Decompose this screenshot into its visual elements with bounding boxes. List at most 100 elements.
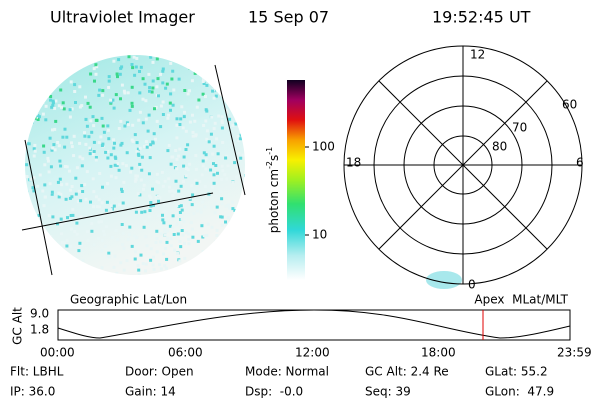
speckle bbox=[213, 211, 217, 215]
date: 15 Sep 07 bbox=[248, 8, 329, 27]
speckle bbox=[162, 252, 165, 256]
speckle bbox=[151, 86, 155, 90]
speckle bbox=[157, 94, 160, 98]
speckle bbox=[149, 55, 153, 59]
speckle bbox=[47, 64, 50, 68]
speckle bbox=[226, 76, 230, 80]
speckle bbox=[235, 76, 239, 80]
speckle bbox=[163, 230, 167, 234]
speckle bbox=[93, 271, 97, 275]
speckle bbox=[161, 218, 165, 222]
speckle bbox=[79, 215, 83, 219]
speckle bbox=[38, 252, 42, 256]
time: 19:52:45 UT bbox=[432, 8, 531, 27]
speckle bbox=[175, 136, 179, 140]
speckle bbox=[125, 151, 129, 155]
speckle bbox=[233, 265, 237, 269]
speckle bbox=[92, 243, 96, 247]
speckle bbox=[121, 201, 125, 205]
speckle bbox=[127, 232, 131, 236]
speckle bbox=[138, 162, 142, 166]
speckle bbox=[119, 143, 123, 147]
speckle bbox=[213, 121, 217, 125]
speckle bbox=[98, 88, 102, 92]
speckle bbox=[214, 240, 218, 244]
speckle bbox=[241, 233, 245, 237]
speckle bbox=[72, 154, 76, 158]
speckle bbox=[138, 70, 141, 73]
speckle bbox=[65, 244, 69, 248]
speckle bbox=[59, 217, 63, 221]
speckle bbox=[212, 96, 216, 100]
speckle bbox=[196, 60, 199, 64]
speckle bbox=[56, 180, 60, 184]
speckle bbox=[235, 247, 239, 251]
speckle bbox=[46, 156, 50, 160]
speckle bbox=[60, 241, 64, 244]
colorbar bbox=[287, 80, 305, 280]
speckle bbox=[154, 137, 157, 141]
speckle bbox=[236, 101, 239, 105]
speckle bbox=[196, 239, 200, 243]
speckle bbox=[212, 173, 216, 177]
speckle bbox=[152, 132, 156, 136]
speckle bbox=[215, 86, 219, 90]
speckle bbox=[134, 210, 138, 214]
speckle bbox=[142, 187, 145, 191]
speckle bbox=[155, 237, 159, 241]
speckle bbox=[123, 124, 127, 128]
speckle bbox=[109, 164, 113, 168]
speckle bbox=[48, 73, 52, 77]
speckle bbox=[107, 251, 111, 255]
speckle bbox=[79, 199, 83, 203]
speckle bbox=[44, 59, 48, 63]
speckle bbox=[205, 129, 209, 133]
speckle bbox=[44, 78, 47, 82]
speckle bbox=[211, 152, 215, 156]
speckle bbox=[92, 150, 96, 153]
speckle bbox=[83, 131, 86, 135]
speckle bbox=[200, 224, 204, 228]
speckle bbox=[219, 215, 223, 219]
speckle bbox=[104, 208, 108, 212]
speckle bbox=[211, 89, 215, 93]
speckle bbox=[28, 100, 32, 104]
speckle bbox=[171, 69, 175, 73]
speckle bbox=[220, 177, 224, 181]
speckle bbox=[242, 257, 245, 261]
speckle bbox=[177, 77, 181, 81]
speckle bbox=[135, 150, 139, 154]
speckle bbox=[33, 143, 37, 147]
speckle bbox=[111, 235, 114, 239]
speckle bbox=[155, 57, 159, 61]
speckle bbox=[101, 89, 105, 93]
speckle bbox=[51, 69, 55, 73]
speckle bbox=[28, 266, 31, 270]
speckle bbox=[112, 204, 116, 208]
speckle bbox=[63, 241, 66, 245]
colorbar-tick-label: 100 bbox=[312, 140, 335, 154]
speckle bbox=[217, 244, 221, 248]
speckle bbox=[84, 142, 88, 146]
speckle bbox=[117, 168, 121, 172]
speckle bbox=[72, 134, 76, 138]
speckle bbox=[215, 205, 219, 209]
speckle bbox=[152, 255, 155, 259]
speckle bbox=[81, 157, 85, 161]
speckle bbox=[143, 144, 146, 148]
speckle bbox=[35, 246, 39, 250]
speckle bbox=[178, 147, 182, 151]
speckle bbox=[201, 159, 205, 163]
speckle bbox=[206, 255, 210, 259]
speckle bbox=[243, 97, 245, 101]
speckle bbox=[223, 96, 226, 100]
title: Ultraviolet Imager bbox=[50, 8, 195, 27]
speckle bbox=[49, 98, 53, 102]
speckle bbox=[231, 200, 235, 204]
speckle bbox=[102, 130, 106, 134]
speckle bbox=[138, 166, 142, 170]
speckle bbox=[130, 104, 134, 108]
speckle bbox=[127, 55, 131, 59]
speckle bbox=[145, 145, 149, 149]
speckle bbox=[225, 177, 229, 181]
